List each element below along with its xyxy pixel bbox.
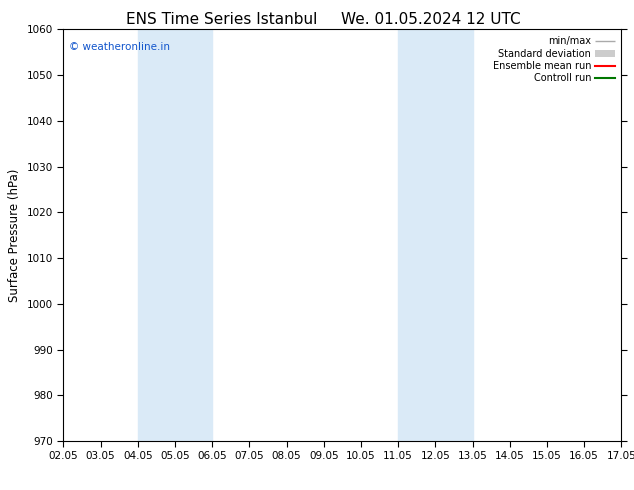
- Bar: [138, 29, 212, 441]
- Legend: min/max, Standard deviation, Ensemble mean run, Controll run: min/max, Standard deviation, Ensemble me…: [491, 34, 616, 85]
- Text: ENS Time Series Istanbul: ENS Time Series Istanbul: [126, 12, 318, 27]
- Text: We. 01.05.2024 12 UTC: We. 01.05.2024 12 UTC: [341, 12, 521, 27]
- Y-axis label: Surface Pressure (hPa): Surface Pressure (hPa): [8, 169, 21, 302]
- Text: © weatheronline.in: © weatheronline.in: [69, 42, 170, 52]
- Bar: [398, 29, 472, 441]
